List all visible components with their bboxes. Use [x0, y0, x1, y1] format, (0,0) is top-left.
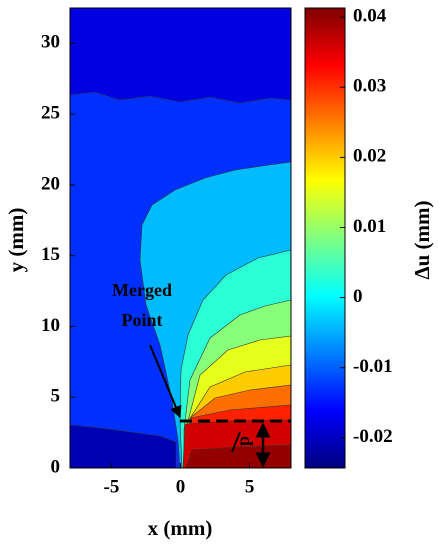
colorbar-tick-label: -0.01 — [353, 356, 393, 377]
x-tick-label: -5 — [104, 476, 120, 497]
y-tick-label: 5 — [51, 386, 61, 407]
y-tick-label: 10 — [41, 315, 60, 336]
colorbar-tick-label: 0.01 — [353, 216, 386, 237]
colorbar-tick-label: 0.03 — [353, 76, 386, 97]
colorbar-tick-label: 0.04 — [353, 5, 387, 26]
colorbar-label: Δu (mm) — [410, 200, 434, 279]
x-tick-label: 5 — [245, 476, 255, 497]
y-tick-label: 25 — [41, 103, 60, 124]
colorbar-tick-label: 0 — [353, 286, 363, 307]
y-tick-label: 30 — [41, 32, 60, 53]
colorbar-tick-label: -0.02 — [353, 426, 393, 447]
y-tick-label: 15 — [41, 244, 60, 265]
plot-area — [69, 7, 292, 469]
colorbar-tick-label: 0.02 — [353, 146, 386, 167]
annotation: Merged — [112, 280, 172, 300]
y-tick-label: 0 — [51, 456, 61, 477]
x-axis-label: x (mm) — [148, 516, 213, 540]
x-tick-label: 0 — [176, 476, 186, 497]
arrow — [149, 344, 182, 419]
colorbar — [304, 7, 346, 469]
gap-label: p — [233, 436, 253, 446]
l-mark — [231, 431, 241, 453]
y-axis-label: y (mm) — [4, 208, 28, 273]
y-tick-label: 20 — [41, 173, 60, 194]
annotation: Point — [121, 310, 162, 330]
